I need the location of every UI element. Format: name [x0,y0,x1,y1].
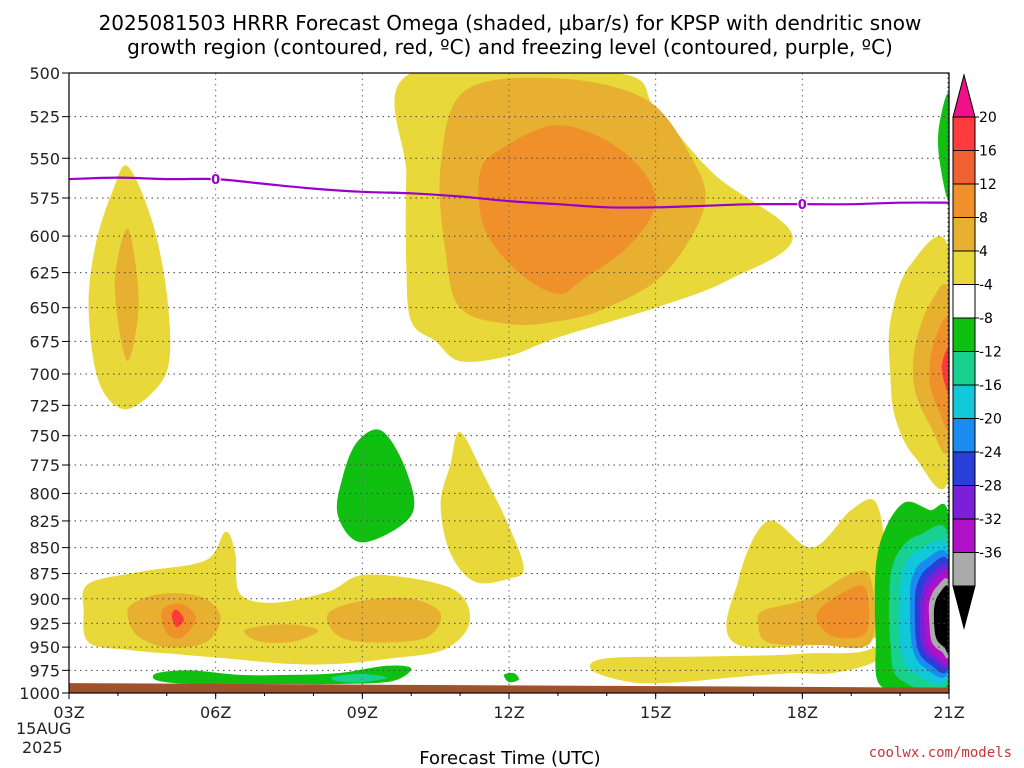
y-tick-label-700: 700 [29,365,60,384]
chart-title-line1: 2025081503 HRRR Forecast Omega (shaded, … [99,11,922,35]
omega-region-10 [171,609,184,628]
colorbar-swatch-13 [952,552,976,587]
x-tick-label-15Z: 15Z [640,703,671,722]
freezing-level-label-0: 0 [211,173,220,188]
omega-region-18 [941,347,949,394]
x-tick-label-12Z: 12Z [493,703,524,722]
omega-region-2 [478,125,656,294]
x-start-date-year: 2025 [22,738,63,757]
colorbar-swatch-3 [952,217,976,252]
y-tick-label-1000: 1000 [19,684,60,703]
colorbar-label-9: -20 [979,412,1002,428]
colorbar-label-13: -36 [979,546,1002,562]
y-tick-label-750: 750 [29,427,60,446]
colorbar-label-2: 12 [979,177,997,193]
x-start-date-day: 15AUG [16,719,71,738]
x-tick-label-03Z: 03Z [53,703,84,722]
colorbar-label-12: -32 [979,512,1002,528]
omega-region-17 [929,317,949,430]
colorbar: 20 16 12 8 4 -4 -8 -12 -16 -20 -24 -28 -32 -36 [952,73,1002,630]
y-tick-label-925: 925 [29,614,60,633]
colorbar-label-11: -28 [979,479,1002,495]
colorbar-swatch-11 [952,485,976,520]
freezing-level-label-bg-0 [210,173,221,186]
colorbar-label-3: 8 [979,211,988,227]
colorbar-swatch-12 [952,518,976,553]
omega-shading [82,73,949,693]
x-tick-label-21Z: 21Z [933,703,964,722]
y-tick-label-625: 625 [29,264,60,283]
colorbar-swatch-2 [952,183,976,218]
omega-region-19 [938,93,949,200]
y-tick-label-875: 875 [29,565,60,584]
colorbar-swatch-0 [952,116,976,151]
colorbar-swatch-1 [952,150,976,185]
colorbar-label-1: 16 [979,144,997,160]
ground-surface [69,683,949,693]
y-tick-label-550: 550 [29,149,60,168]
freezing-level-label-bg-1 [797,198,808,211]
y-tick-label-900: 900 [29,590,60,609]
colorbar-top-arrow [952,73,976,118]
omega-region-22 [331,673,387,683]
y-tick-label-650: 650 [29,299,60,318]
omega-region-32 [933,585,949,654]
colorbar-label-8: -16 [979,378,1002,394]
ground-layer [69,683,949,693]
colorbar-bottom-arrow [952,585,976,630]
x-tick-label-18Z: 18Z [787,703,818,722]
omega-region-4 [114,228,139,362]
y-tick-label-950: 950 [29,638,60,657]
credit-text: coolwx.com/models [869,745,1012,761]
y-tick-label-975: 975 [29,661,60,680]
y-tick-label-500: 500 [29,64,60,83]
y-axis: 500 525 550 575 600 625 650 675 700 725 750 775 800 8… [19,64,69,703]
colorbar-swatch-6 [952,317,976,352]
colorbar-label-0: 20 [979,110,997,126]
plot-area: 00 [69,73,949,693]
y-tick-label-850: 850 [29,539,60,558]
colorbar-label-10: -24 [979,445,1002,461]
y-tick-label-600: 600 [29,227,60,246]
colorbar-label-6: -8 [979,311,993,327]
colorbar-label-4: 4 [979,244,988,260]
omega-region-8 [244,624,319,643]
y-tick-label-675: 675 [29,332,60,351]
y-tick-label-825: 825 [29,512,60,531]
x-tick-label-09Z: 09Z [347,703,378,722]
grid-lines [69,73,949,693]
colorbar-swatch-9 [952,418,976,453]
colorbar-swatch-7 [952,351,976,386]
y-tick-label-525: 525 [29,108,60,127]
x-tick-label-06Z: 06Z [200,703,231,722]
y-tick-label-575: 575 [29,189,60,208]
x-axis-label: Forecast Time (UTC) [419,748,600,768]
y-tick-label-725: 725 [29,396,60,415]
colorbar-swatch-4 [952,250,976,285]
y-tick-label-800: 800 [29,484,60,503]
y-tick-label-775: 775 [29,456,60,475]
omega-region-20 [336,429,415,543]
omega-region-23 [503,672,519,683]
freezing-level-contour: 00 [69,173,949,213]
chart-title-line2: growth region (contoured, red, ºC) and f… [127,35,893,59]
colorbar-label-7: -12 [979,345,1002,361]
colorbar-swatch-10 [952,451,976,486]
omega-region-7 [326,597,442,643]
colorbar-swatch-5 [952,284,976,319]
colorbar-label-5: -4 [979,278,993,294]
colorbar-swatch-8 [952,384,976,419]
omega-region-11 [440,431,524,584]
x-axis: 03Z 06Z 09Z 12Z 15Z 18Z 21Z [53,693,965,722]
freezing-level-label-1: 0 [798,198,807,213]
